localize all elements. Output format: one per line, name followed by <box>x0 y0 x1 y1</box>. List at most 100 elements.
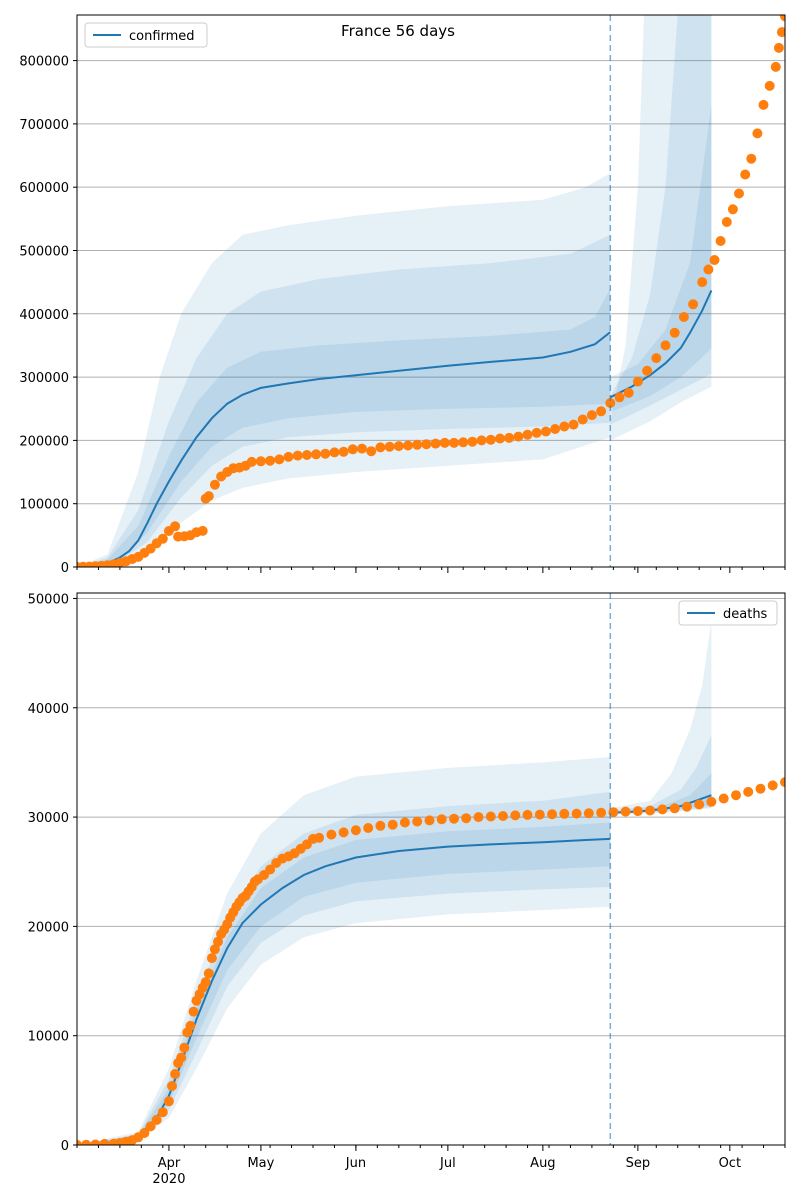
observed-point <box>157 533 168 544</box>
observed-point <box>399 817 410 828</box>
y-tick-label: 50000 <box>28 592 69 607</box>
observed-point <box>265 864 276 875</box>
observed-point <box>403 440 413 451</box>
observed-point <box>467 436 478 447</box>
observed-point <box>767 780 778 791</box>
x-tick-label: May <box>247 1156 274 1171</box>
y-tick-label: 800000 <box>19 55 69 70</box>
observed-point <box>151 1114 162 1125</box>
observed-point <box>90 1139 101 1145</box>
legend-label: confirmed <box>129 29 195 44</box>
observed-point <box>473 812 484 823</box>
observed-point <box>145 1121 156 1132</box>
observed-point <box>436 814 447 825</box>
plot-area <box>77 15 785 567</box>
observed-point <box>758 99 769 110</box>
observed-point <box>170 521 181 532</box>
observed-point <box>703 264 714 275</box>
y-tick-label: 20000 <box>28 920 69 935</box>
observed-point <box>522 809 533 820</box>
observed-point <box>522 429 533 440</box>
observed-point <box>206 953 217 964</box>
observed-point <box>387 819 398 830</box>
observed-point <box>476 435 487 446</box>
x-tick-label: Jul <box>439 1156 456 1171</box>
y-tick-label: 0 <box>61 561 69 576</box>
observed-point <box>660 340 671 351</box>
observed-point <box>697 277 708 288</box>
observed-point <box>176 1052 187 1063</box>
observed-point <box>81 1139 92 1145</box>
observed-point <box>449 813 459 824</box>
observed-point <box>568 419 579 430</box>
observed-point <box>350 825 361 836</box>
figure-title: France 56 days <box>341 22 455 40</box>
observed-point <box>571 808 582 819</box>
credible-band <box>77 757 611 1145</box>
x-tick-label: Aug <box>530 1156 555 1171</box>
observed-point <box>718 793 729 804</box>
observed-point <box>586 410 597 421</box>
observed-point <box>605 398 616 408</box>
observed-point <box>163 1096 174 1107</box>
observed-point <box>203 968 214 979</box>
y-tick-label: 100000 <box>19 498 69 513</box>
observed-point <box>99 1138 110 1145</box>
y-tick-label: 30000 <box>28 811 69 826</box>
observed-point <box>669 803 680 814</box>
median-line <box>77 331 611 567</box>
observed-point <box>740 169 751 180</box>
observed-point <box>326 829 337 840</box>
observed-point <box>583 808 594 819</box>
observed-point <box>384 441 395 452</box>
credible-band <box>77 791 611 1145</box>
confirmed-panel: 0 100000 200000 300000 400000 500000 600000 700… <box>19 14 786 576</box>
observed-point <box>651 353 662 364</box>
observed-point <box>314 832 325 843</box>
observed-point <box>421 439 432 450</box>
observed-point <box>366 446 377 457</box>
observed-point <box>357 443 367 454</box>
observed-point <box>170 1069 181 1079</box>
observed-point <box>274 454 285 465</box>
observed-point <box>449 437 459 448</box>
observed-point <box>320 448 331 459</box>
y-tick-label: 600000 <box>19 181 69 196</box>
observed-point <box>197 525 208 536</box>
x-tick-label: Jun <box>345 1156 366 1171</box>
observed-point <box>727 204 738 215</box>
observed-point <box>265 455 276 466</box>
observed-point <box>632 806 643 817</box>
observed-point <box>498 811 508 821</box>
y-tick-label: 40000 <box>28 702 69 717</box>
observed-point <box>77 1139 82 1145</box>
observed-point <box>596 807 607 818</box>
observed-point <box>179 1042 190 1053</box>
observed-point <box>657 804 668 815</box>
observed-point <box>746 153 757 164</box>
x-tick-sublabel: 2020 <box>152 1172 185 1187</box>
observed-point <box>734 188 744 199</box>
observed-point <box>531 427 542 438</box>
y-tick-label: 300000 <box>19 371 69 386</box>
observed-point <box>255 456 266 467</box>
observed-point <box>645 805 656 816</box>
observed-point <box>347 444 358 455</box>
observed-point <box>623 387 634 398</box>
x-tick-label: Apr <box>158 1156 181 1171</box>
credible-band <box>77 173 611 567</box>
observed-point <box>577 414 588 425</box>
y-tick-label: 200000 <box>19 434 69 449</box>
observed-point <box>780 15 785 22</box>
observed-point <box>167 1081 177 1091</box>
observed-point <box>752 128 763 139</box>
observed-point <box>412 439 423 450</box>
observed-point <box>430 438 441 449</box>
observed-point <box>485 811 496 822</box>
forecast-band <box>610 104 712 412</box>
legend: deaths <box>678 600 778 626</box>
observed-point <box>301 450 312 460</box>
observed-point <box>776 27 785 38</box>
observed-point <box>200 977 211 988</box>
